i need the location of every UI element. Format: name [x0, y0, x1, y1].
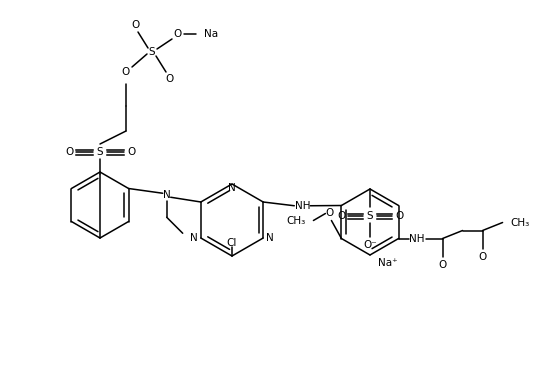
Text: N: N: [266, 233, 274, 243]
Text: N: N: [163, 190, 170, 200]
Text: O: O: [131, 20, 139, 30]
Text: Cl: Cl: [227, 238, 237, 248]
Text: N: N: [228, 183, 236, 193]
Text: O: O: [122, 67, 130, 77]
Text: Na⁺: Na⁺: [378, 258, 398, 268]
Text: O: O: [165, 74, 173, 84]
Text: N: N: [190, 233, 198, 243]
Text: S: S: [367, 211, 373, 221]
Text: S: S: [148, 47, 155, 57]
Text: O: O: [438, 259, 446, 269]
Text: CH₃: CH₃: [511, 218, 530, 227]
Text: NH: NH: [409, 234, 425, 243]
Text: O: O: [337, 211, 345, 221]
Text: NH: NH: [295, 201, 310, 211]
Text: O⁻: O⁻: [363, 240, 377, 250]
Text: O: O: [395, 211, 403, 221]
Text: Na: Na: [204, 29, 218, 39]
Text: S: S: [96, 147, 103, 157]
Text: O: O: [174, 29, 182, 39]
Text: CH₃: CH₃: [286, 216, 306, 225]
Text: O: O: [479, 252, 487, 262]
Text: O: O: [65, 147, 73, 157]
Text: O: O: [325, 209, 333, 218]
Text: O: O: [127, 147, 135, 157]
